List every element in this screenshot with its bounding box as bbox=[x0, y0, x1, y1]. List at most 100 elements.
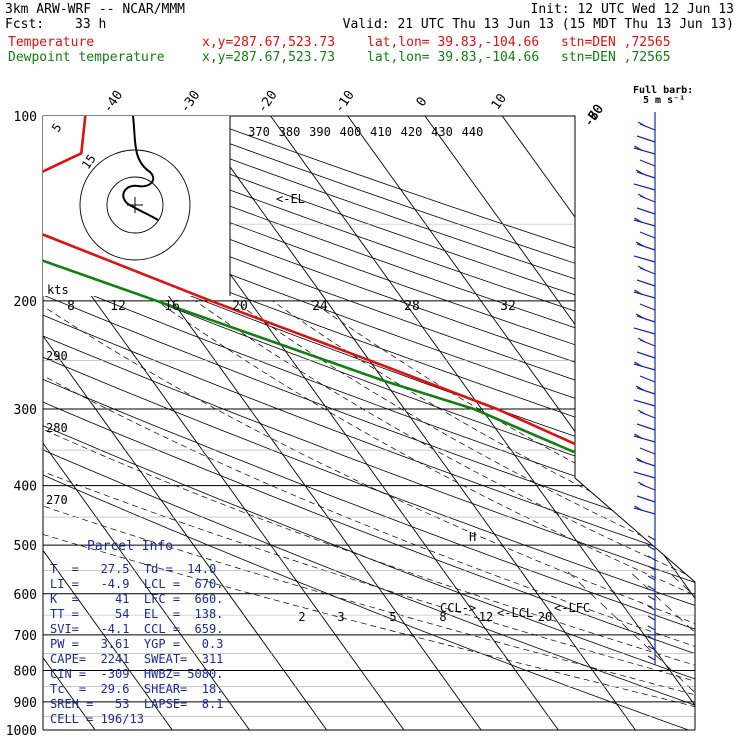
hodograph-speed-label: 8 bbox=[67, 299, 75, 314]
wind-barb bbox=[634, 436, 655, 442]
hodograph-speed-label: 20 bbox=[232, 299, 248, 314]
mixing-ratio-label: 12 bbox=[479, 610, 493, 624]
wind-barb bbox=[648, 636, 655, 640]
legend-dewpoint: Dewpoint temperature bbox=[8, 51, 165, 65]
legend-temperature-latlon: lat,lon= 39.83,-104.66 bbox=[367, 36, 539, 50]
moist-adiabat-line bbox=[311, 301, 740, 740]
wind-barb bbox=[640, 304, 655, 310]
wind-barb bbox=[648, 626, 655, 630]
parcel-info-title: Parcel Info bbox=[87, 539, 173, 554]
wind-barb bbox=[634, 364, 655, 370]
legend-dewpoint-stn: stn=DEN ,72565 bbox=[561, 51, 671, 65]
pressure-tick-label: 500 bbox=[14, 539, 37, 554]
hodograph-speed-label: 28 bbox=[404, 299, 420, 314]
wind-barb bbox=[634, 184, 655, 190]
isotherm-line bbox=[0, 116, 27, 740]
wind-barb bbox=[637, 388, 655, 394]
mixing-ratio-line bbox=[718, 571, 740, 740]
wind-barb bbox=[634, 328, 655, 334]
theta-label: 390 bbox=[309, 125, 331, 139]
mixing-ratio-line bbox=[567, 571, 740, 740]
isotherm-line bbox=[348, 116, 740, 740]
pressure-tick-label: 100 bbox=[14, 110, 37, 125]
legend-temperature-stn: stn=DEN ,72565 bbox=[561, 36, 671, 50]
temperature-tick-label: 10 bbox=[489, 91, 510, 112]
temperature-tick-label: -30 bbox=[178, 88, 204, 116]
wind-barb bbox=[648, 576, 655, 580]
parcel-info-row: CAPE= 2241 SWEAT= 311 bbox=[50, 652, 223, 667]
wind-barb bbox=[640, 160, 655, 166]
wind-barb bbox=[637, 136, 655, 142]
wind-barb bbox=[637, 172, 655, 178]
wind-barb bbox=[637, 280, 655, 286]
wind-barb bbox=[648, 596, 655, 600]
theta-label: 400 bbox=[340, 125, 362, 139]
wind-barb bbox=[640, 448, 655, 454]
pressure-tick-label: 1000 bbox=[6, 724, 37, 739]
legend-dewpoint-latlon: lat,lon= 39.83,-104.66 bbox=[367, 51, 539, 65]
init-time: Init: 12 UTC Wed 12 Jun 13 bbox=[531, 3, 735, 17]
parcel-info-row: TT = 54 EL = 138. bbox=[50, 607, 223, 622]
parcel-info-row: PW = 3.61 YGP = 0.3 bbox=[50, 637, 223, 652]
hodograph-speed-label: 16 bbox=[164, 299, 180, 314]
temperature-tick-label: -40 bbox=[100, 88, 126, 116]
wind-barb bbox=[640, 232, 655, 238]
wind-barb bbox=[637, 352, 655, 358]
moist-adiabat-line bbox=[234, 301, 740, 740]
wind-barb bbox=[637, 496, 655, 502]
wind-barbs bbox=[634, 112, 655, 665]
moist-adiabat-line bbox=[157, 301, 740, 740]
wind-barb bbox=[634, 220, 655, 226]
parcel-info-row: K = 41 LFC = 660. bbox=[50, 592, 223, 607]
forecast-value: 33 h bbox=[75, 18, 106, 32]
parcel-info-row: CELL = 196/13 bbox=[50, 712, 223, 727]
forecast-label: Fcst: bbox=[5, 18, 44, 32]
wind-barb bbox=[648, 616, 655, 620]
isotherm-line bbox=[657, 116, 740, 740]
wind-barb bbox=[634, 472, 655, 478]
mixing-ratio-line bbox=[667, 571, 740, 740]
isotherm-line bbox=[193, 116, 644, 740]
theta-label: 430 bbox=[431, 125, 453, 139]
pressure-tick-label: 200 bbox=[14, 295, 37, 310]
wind-barb bbox=[648, 536, 655, 540]
mixing-ratio-label: 3 bbox=[337, 610, 344, 624]
el-marker-label: <-EL bbox=[276, 192, 305, 206]
hodograph-unit-label: kts bbox=[47, 283, 69, 297]
wind-barb-feather bbox=[638, 338, 646, 343]
dry-adiabat-line bbox=[194, 116, 740, 740]
wind-barb bbox=[637, 460, 655, 466]
parcel-info-row: Tc = 29.6 SHEAR= 18. bbox=[50, 682, 223, 697]
wind-barb bbox=[637, 316, 655, 322]
lfc-marker-label: <-LFC bbox=[554, 601, 590, 615]
theta-label: 380 bbox=[279, 125, 301, 139]
mixing-ratio-label: 20 bbox=[538, 610, 552, 624]
wind-barb bbox=[634, 256, 655, 262]
wind-barb bbox=[648, 556, 655, 560]
moist-adiabat-line bbox=[195, 301, 740, 740]
hodograph-background bbox=[43, 116, 230, 296]
hodograph-speed-label: 32 bbox=[500, 299, 516, 314]
mixing-ratio-label: 2 bbox=[298, 610, 305, 624]
pressure-tick-label: 900 bbox=[14, 696, 37, 711]
wind-barb bbox=[634, 400, 655, 406]
parcel-info-row: SVI= -4.1 CCL = 659. bbox=[50, 622, 223, 637]
legend-dewpoint-xy: x,y=287.67,523.73 bbox=[202, 51, 335, 65]
wind-barb bbox=[640, 376, 655, 382]
theta-e-label: 290 bbox=[46, 349, 68, 363]
theta-label: 440 bbox=[462, 125, 484, 139]
parcel-info-row: SREH = 53 LAPSE= 8.1 bbox=[50, 697, 223, 712]
mixing-ratio-label: 5 bbox=[389, 610, 396, 624]
isotherm-line bbox=[734, 116, 740, 740]
wind-barb-feather bbox=[638, 410, 646, 415]
theta-e-label: 280 bbox=[46, 421, 68, 435]
temperature-tick-label: -50 bbox=[581, 102, 607, 130]
legend-temperature: Temperature bbox=[8, 36, 94, 50]
wind-barb bbox=[637, 244, 655, 250]
pressure-tick-label: 300 bbox=[14, 403, 37, 418]
theta-label: 370 bbox=[248, 125, 270, 139]
temperature-tick-label: 0 bbox=[414, 94, 431, 109]
